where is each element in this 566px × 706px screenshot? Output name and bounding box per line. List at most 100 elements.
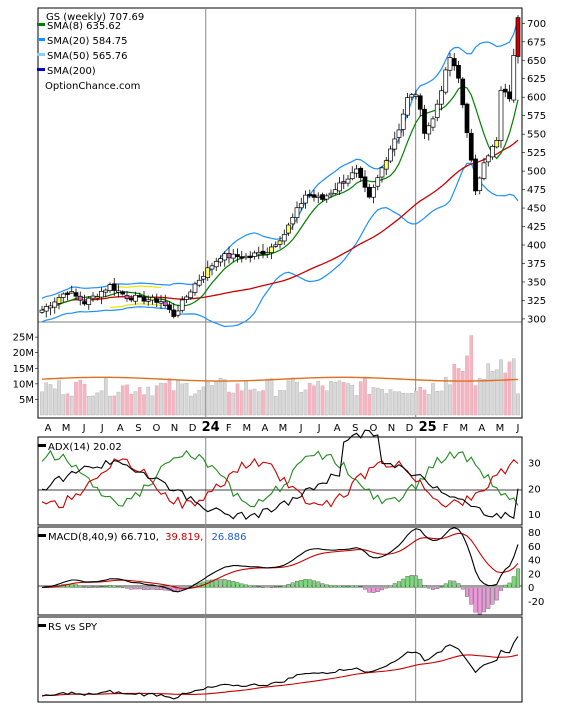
volume-tick-label: 20M	[13, 348, 34, 359]
candle-body	[277, 240, 283, 245]
price-tick-label: 425	[527, 222, 546, 233]
axis-ticks: 7006756506256005755505255004754504254003…	[13, 19, 546, 608]
indicator-lines	[41, 429, 520, 700]
candle-body	[294, 207, 300, 218]
candle-body	[77, 295, 83, 301]
macd-histogram-bar	[482, 587, 486, 613]
candle-body	[337, 182, 342, 192]
macd-histogram-bar	[384, 587, 389, 589]
macd-histogram-bar	[448, 580, 452, 588]
candle-body	[179, 299, 185, 311]
volume-bar	[218, 378, 223, 416]
price-candles	[39, 15, 521, 319]
volume-bar	[65, 393, 70, 416]
month-label: A	[478, 423, 485, 434]
macd-tick-label: 60	[528, 542, 541, 553]
macd-histogram-bar	[222, 579, 227, 588]
macd-histogram-bar	[371, 587, 376, 593]
price-tick-label: 700	[527, 19, 546, 30]
macd-histogram-bar	[456, 583, 461, 588]
candle-body	[354, 168, 359, 174]
volume-bar	[503, 372, 508, 416]
macd-legend: MACD(8,40,9) 66.710, 39.819, 26.886	[38, 532, 246, 543]
candle-body	[116, 290, 121, 293]
macd-tick-label: 40	[528, 556, 541, 567]
candle-body	[490, 146, 495, 158]
macd-histogram-bar	[99, 586, 104, 588]
volume-bar	[74, 382, 78, 416]
volume-bar	[261, 390, 265, 416]
volume-bar	[511, 358, 516, 416]
volume-bar	[482, 379, 486, 416]
volume-bar	[460, 370, 465, 416]
macd-histogram-bar	[210, 579, 214, 588]
volume-bar	[214, 381, 219, 416]
candle-body	[247, 255, 253, 258]
candle-body	[269, 246, 274, 253]
candle-body	[150, 297, 155, 301]
price-tick-label: 300	[527, 314, 546, 325]
candle-body	[264, 252, 270, 255]
volume-bars	[40, 335, 520, 416]
candle-body	[184, 296, 189, 300]
volume-bar	[414, 390, 418, 416]
volume-tick-label: 25M	[13, 333, 34, 344]
macd-histogram-bar	[150, 587, 155, 590]
volume-bar	[409, 392, 414, 416]
candle-body	[358, 167, 364, 179]
volume-bar	[78, 379, 83, 416]
volume-bar	[295, 381, 299, 416]
volume-bar	[320, 385, 325, 416]
candle-body	[320, 194, 325, 200]
volume-bar	[499, 359, 503, 416]
candle-body	[507, 91, 512, 100]
adx-legend: ADX(14) 20.02	[38, 442, 122, 453]
volume-bar	[477, 377, 482, 416]
volume-bar	[265, 378, 270, 416]
rs-title: RS vs SPY	[48, 622, 98, 633]
candle-body	[167, 304, 172, 310]
candle-body	[235, 254, 240, 258]
month-label: N	[171, 423, 178, 434]
volume-bar	[167, 378, 172, 416]
candle-body	[107, 284, 113, 292]
month-label: J	[317, 423, 321, 434]
candle-body	[120, 291, 126, 295]
adx-minus-di-line	[41, 457, 519, 510]
volume-bar	[82, 383, 87, 416]
month-label: F	[443, 423, 449, 434]
macd-histogram-bar	[435, 587, 440, 589]
macd-histogram-bar	[244, 584, 248, 588]
volume-bar	[452, 363, 457, 416]
candle-body	[341, 181, 347, 184]
candle-body	[201, 276, 206, 280]
macd-histogram-bar	[465, 587, 469, 597]
candle-body	[86, 297, 92, 305]
volume-bar	[197, 390, 202, 416]
candle-body	[128, 297, 134, 301]
macd-title: MACD(8,40,9) 66.710, 39.819, 26.886	[48, 532, 246, 543]
macd-histogram-bar	[312, 580, 316, 588]
macd-histogram-bar	[473, 587, 478, 613]
macd-histogram-bar	[494, 587, 499, 601]
macd-histogram-bar	[290, 582, 295, 588]
volume-bar	[307, 382, 312, 416]
volume-bar	[516, 393, 520, 416]
price-tick-label: 650	[527, 56, 546, 67]
volume-bar	[40, 391, 44, 416]
macd-histogram-bar	[218, 579, 223, 588]
candle-body	[43, 306, 49, 312]
volume-bar	[350, 384, 355, 416]
candle-body	[460, 78, 466, 106]
candle-body	[133, 294, 138, 302]
volume-bar	[227, 391, 231, 416]
month-label: J	[516, 423, 520, 434]
volume-bar	[418, 386, 423, 416]
volume-bar	[163, 383, 168, 416]
volume-bar	[380, 389, 384, 416]
macd-histogram-bar	[159, 587, 163, 590]
year-label: 25	[419, 420, 437, 435]
volume-bar	[465, 355, 469, 416]
candle-body	[434, 103, 440, 118]
volume-bar	[91, 395, 95, 416]
